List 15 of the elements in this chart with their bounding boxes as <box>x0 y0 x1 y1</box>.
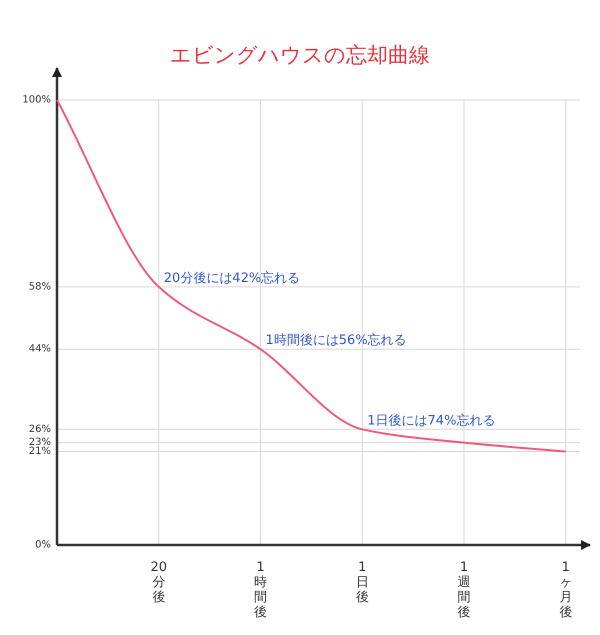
x-tick-label: 20分後 <box>150 560 168 605</box>
y-tick-label: 58% <box>28 281 51 292</box>
x-tick-label: 1日後 <box>356 560 369 605</box>
x-tick-label: 1時間後 <box>254 560 267 620</box>
y-tick-label: 44% <box>28 344 51 355</box>
annotation: 1時間後には56%忘れる <box>266 332 407 348</box>
y-tick-label: 0% <box>35 540 51 550</box>
y-tick-label: 26% <box>28 424 51 435</box>
chart-title: エビングハウスの忘却曲線 <box>170 43 430 67</box>
y-tick-label: 21% <box>28 446 51 458</box>
x-tick-label: 1週間後 <box>458 560 471 620</box>
x-tick-label: 1ヶ月後 <box>559 560 572 620</box>
annotation: 1日後には74%忘れる <box>367 412 496 428</box>
annotation: 20分後には42%忘れる <box>164 270 300 286</box>
y-tick-label: 100% <box>22 94 51 106</box>
